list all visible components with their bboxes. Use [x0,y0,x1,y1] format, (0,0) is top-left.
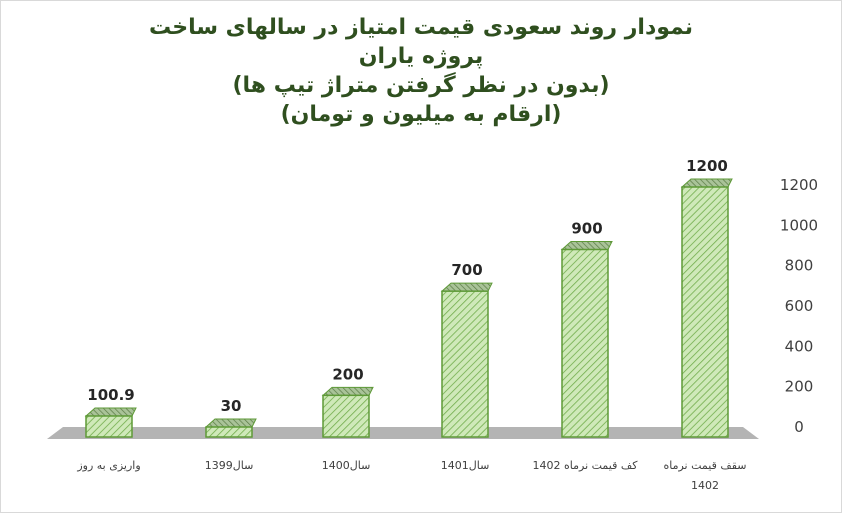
bar-front [681,186,729,438]
title-line-2: پروژه یاران [358,44,484,69]
x-tick-label: سال1400 [322,459,371,472]
chart-title: نمودار روند سعودی قیمت امتیاز در سالهای … [41,13,801,129]
bar [84,407,137,438]
bar-top [440,282,493,292]
bar [680,178,733,438]
x-tick-label: سال1399 [205,459,254,472]
data-label: 900 [571,220,602,238]
chart-floor [47,427,759,439]
x-tick-label: سقف قیمت نرماه [663,459,746,472]
bar-front [85,415,133,438]
data-label: 30 [221,397,242,415]
bar-front [441,290,489,438]
bar-top [680,178,733,188]
floor-plane [47,427,759,439]
bars [84,178,733,438]
y-tick-label: 600 [785,297,814,315]
y-tick-label: 1200 [780,176,818,194]
y-tick-label: 1000 [780,216,818,234]
data-label: 700 [451,261,482,279]
data-label: 200 [332,365,363,383]
bar [321,386,374,438]
bar-front [322,394,370,438]
y-axis: 0 200 400 600 800 1000 1200 [780,176,818,436]
bar-top [204,418,257,428]
bar-top [321,386,374,396]
title-line-1: نمودار روند سعودی قیمت امتیاز در سالهای … [148,15,694,40]
title-line-4: (ارقام به میلیون و تومان) [280,102,562,127]
x-tick-label: سال1401 [441,459,490,472]
bar [204,418,257,438]
y-tick-label: 0 [794,418,804,436]
data-label: 100.9 [87,386,134,404]
x-tick-label: واریزی به روز [76,459,140,472]
bar-top [84,407,137,417]
bar-front [205,426,253,438]
bar [560,241,613,438]
x-axis: واریزی به روز سال1399 سال1400 سال1401 کف قیم… [76,459,746,492]
bar-top [560,241,613,250]
x-tick-label: 1402 [691,479,719,492]
x-tick-label: کف قیمت نرماه 1402 [533,459,639,472]
y-tick-label: 800 [785,257,814,275]
title-line-3: (بدون در نظر گرفتن متراژ تیپ ها) [232,73,610,98]
bar-front [561,248,609,438]
y-tick-label: 400 [785,337,814,355]
bar [440,282,493,438]
data-label: 1200 [686,157,728,175]
y-tick-label: 200 [785,378,814,396]
data-labels: 100.9 30 200 700 900 1200 [87,157,728,415]
